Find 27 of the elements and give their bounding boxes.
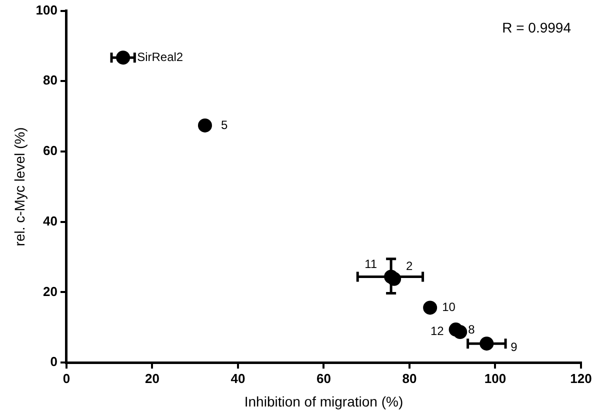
series-label: 5 bbox=[220, 118, 228, 132]
y-axis-title: rel. c-Myc level (%) bbox=[11, 127, 28, 246]
series-label: 2 bbox=[406, 259, 414, 274]
y-tick-label: 80 bbox=[43, 72, 58, 88]
x-tick-label: 20 bbox=[145, 370, 160, 386]
y-tick-label: 20 bbox=[43, 284, 58, 299]
point bbox=[448, 322, 463, 337]
series-label: 12 bbox=[430, 324, 444, 338]
x-tick-label: 40 bbox=[230, 370, 246, 386]
y-tick-label: 0 bbox=[50, 354, 58, 370]
y-tick-label: 40 bbox=[43, 213, 58, 228]
series-label: SirReal2 bbox=[137, 50, 184, 64]
point bbox=[423, 300, 438, 315]
y-tick-label: 60 bbox=[43, 143, 58, 158]
x-tick-label: 60 bbox=[316, 370, 331, 386]
point bbox=[198, 118, 212, 132]
y-tick-label: 100 bbox=[36, 2, 58, 18]
series-label: 9 bbox=[510, 340, 518, 354]
x-tick-label: 80 bbox=[402, 370, 417, 386]
series-label: 10 bbox=[442, 300, 456, 314]
x-tick-label: 0 bbox=[62, 370, 70, 386]
x-tick-label: 100 bbox=[484, 370, 506, 386]
series-label: 8 bbox=[468, 322, 476, 336]
x-tick-label: 120 bbox=[570, 370, 592, 386]
series-label: 11 bbox=[364, 257, 378, 272]
annotation: R = 0.9994 bbox=[502, 20, 572, 36]
x-axis-title: Inhibition of migration (%) bbox=[244, 393, 404, 410]
